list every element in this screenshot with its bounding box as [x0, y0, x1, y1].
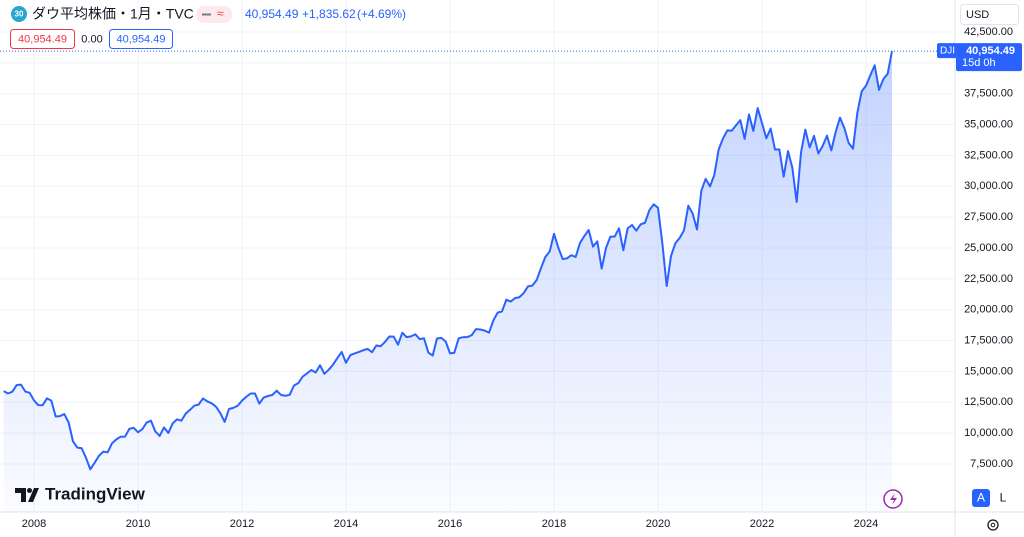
logo: TradingView — [15, 484, 146, 503]
currency: USD — [966, 9, 989, 21]
settings-button[interactable] — [987, 519, 999, 531]
y-tick-label: 20,000.00 — [964, 304, 1013, 316]
spread: 0.00 — [81, 33, 102, 45]
symbol-tag — [937, 43, 958, 59]
logo-text: TradingView — [45, 484, 146, 503]
x-tick-label: 2012 — [230, 518, 254, 530]
ask-box — [109, 29, 173, 49]
price-line — [3, 50, 893, 471]
change-percent: (+4.69%) — [357, 7, 406, 21]
symbol-tag-text: DJI — [940, 46, 955, 57]
log-scale-button[interactable]: L — [1000, 491, 1007, 505]
y-tick-label: 35,000.00 — [964, 118, 1013, 130]
bid-box — [10, 29, 75, 49]
ask-price: 40,954.49 — [117, 33, 166, 45]
last-price-tag-text: 40,954.49 — [966, 45, 1015, 57]
x-tick-label: 2014 — [334, 518, 358, 530]
y-tick-label: 10,000.00 — [964, 427, 1013, 439]
bid-price: 40,954.49 — [18, 33, 67, 45]
y-tick-label: 12,500.00 — [964, 396, 1013, 408]
x-tick-label: 2020 — [646, 518, 670, 530]
badge-text: 30 — [15, 10, 24, 19]
last-price: 40,954.49 — [245, 7, 299, 21]
y-tick-label: 22,500.00 — [964, 273, 1013, 285]
symbol-badge — [11, 6, 27, 22]
x-tick-label: 2022 — [750, 518, 774, 530]
auto-scale-button[interactable] — [972, 489, 990, 507]
y-tick-label: 7,500.00 — [970, 458, 1013, 470]
x-tick-label: 2010 — [126, 518, 150, 530]
currency-button[interactable] — [960, 4, 1019, 25]
symbol-title[interactable]: ダウ平均株価・1月・TVC — [32, 6, 194, 22]
x-tick-label: 2016 — [438, 518, 462, 530]
y-tick-label: 32,500.00 — [964, 149, 1013, 161]
x-tick-label: 2008 — [22, 518, 46, 530]
x-tick-label: 2018 — [542, 518, 566, 530]
y-tick-label: 30,000.00 — [964, 180, 1013, 192]
auto-scale-label: A — [977, 491, 985, 505]
change: +1,835.62 — [302, 7, 356, 21]
y-tick-label: 42,500.00 — [964, 26, 1013, 38]
y-tick-label: 37,500.00 — [964, 88, 1013, 100]
x-tick-label: 2024 — [854, 518, 878, 530]
last-price-tag — [956, 43, 1022, 72]
y-tick-label: 17,500.00 — [964, 334, 1013, 346]
compare-icon: ≈ — [217, 7, 224, 21]
countdown: 15d 0h — [962, 57, 996, 69]
y-tick-label: 25,000.00 — [964, 242, 1013, 254]
area — [3, 51, 893, 512]
y-tick-label: 27,500.00 — [964, 211, 1013, 223]
visibility-toggle[interactable] — [196, 6, 232, 23]
y-tick-label: 15,000.00 — [964, 365, 1013, 377]
